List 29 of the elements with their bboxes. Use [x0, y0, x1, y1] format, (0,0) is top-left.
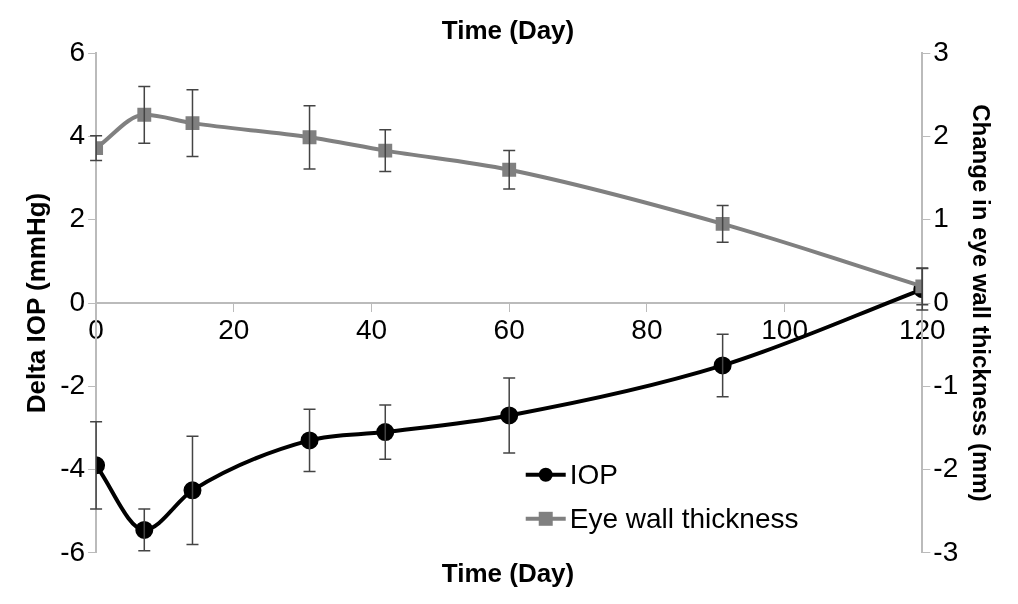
y-tick-label: 6: [69, 35, 86, 67]
point: [713, 356, 732, 375]
x-tick-label: 40: [355, 313, 388, 345]
y2-tick-label: -2: [933, 452, 959, 484]
y2-tick-label: 2: [933, 119, 949, 151]
x-tick-label: 20: [218, 313, 250, 345]
point: [376, 423, 395, 442]
y2-tick-label: -3: [933, 535, 959, 567]
y-tick-label: -2: [60, 368, 86, 400]
y2-tick-label: 0: [933, 285, 949, 317]
legend-label: Eye wall thickness: [569, 502, 799, 534]
x-tick-label: 80: [631, 313, 663, 345]
y-tick-label: -4: [60, 452, 86, 484]
point: [300, 431, 319, 450]
x-tick-label: 60: [493, 313, 525, 345]
y-axis-title: Delta IOP (mmHg): [20, 192, 51, 414]
legend-label: IOP: [569, 458, 618, 490]
y2-tick-label: -1: [933, 368, 959, 400]
y-tick-label: 0: [69, 285, 86, 317]
y2-axis-title: Change in eye wall thickness (mm): [967, 104, 995, 502]
point: [135, 520, 154, 539]
x-axis-title: Time (Day): [441, 557, 575, 588]
y2-tick-label: 3: [933, 35, 949, 67]
y2-tick-label: 1: [933, 202, 949, 234]
point: [183, 481, 202, 500]
y-tick-label: 2: [69, 202, 86, 234]
y-tick-label: 4: [69, 119, 86, 151]
chart-title: Time (Day): [441, 14, 575, 45]
y-tick-label: -6: [60, 535, 86, 567]
